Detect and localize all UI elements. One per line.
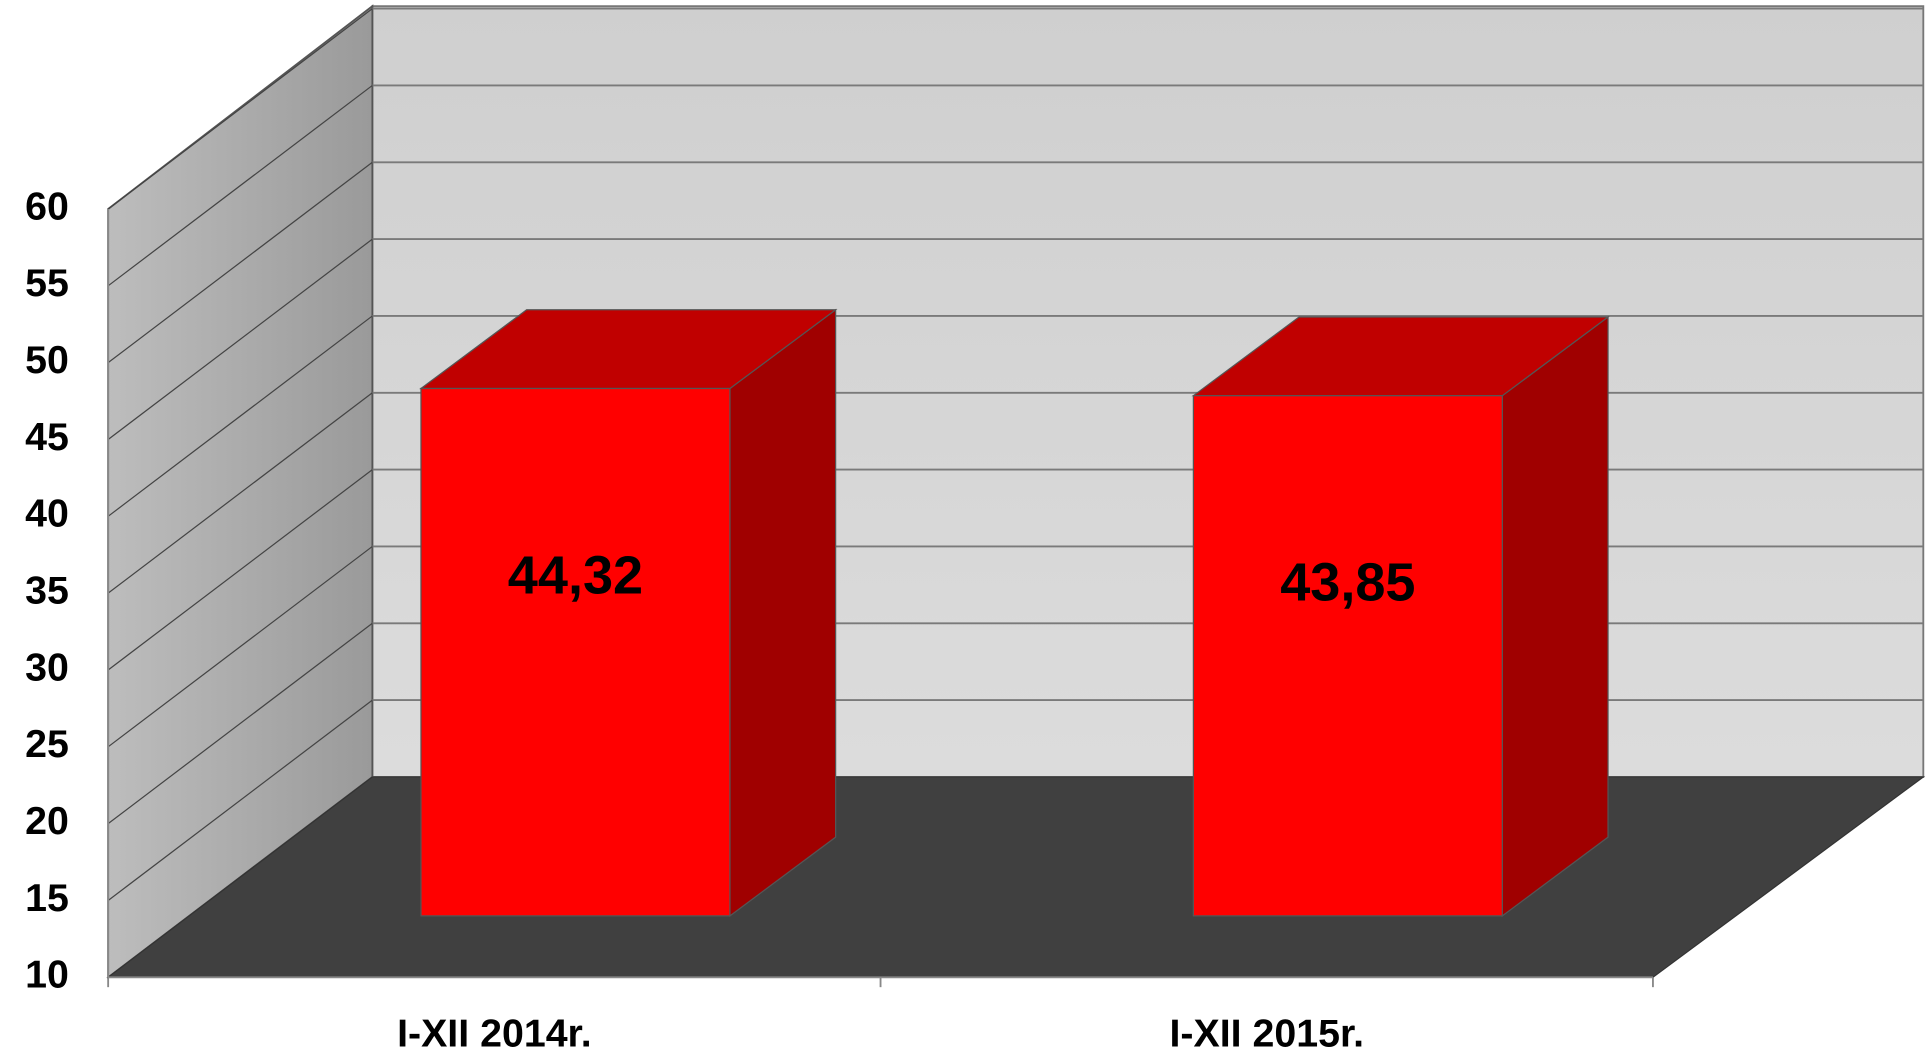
bar-side: [730, 310, 836, 916]
bar: [421, 388, 730, 915]
y-tick-label: 50: [25, 338, 69, 382]
y-tick-label: 25: [25, 722, 69, 766]
y-tick-label: 55: [25, 261, 69, 305]
y-tick-label: 45: [25, 415, 69, 459]
value-label: 43,85: [1280, 553, 1415, 613]
floor: [108, 777, 1923, 977]
x-tick-label: I-XII 2015r.: [1169, 1012, 1364, 1056]
y-tick-label: 35: [25, 569, 69, 613]
y-tick-label: 60: [25, 184, 69, 228]
y-tick-label: 15: [25, 876, 69, 920]
value-label: 44,32: [508, 545, 643, 605]
y-tick-label: 30: [25, 645, 69, 689]
bar: [1193, 396, 1502, 916]
y-tick-label: 20: [25, 799, 69, 843]
chart: 44,32 43,85 10 15 20 25 30 35 40 45 50 55 60 I-XII 2…: [0, 0, 1927, 1056]
y-tick-label: 10: [25, 953, 69, 997]
y-tick-label: 40: [25, 492, 69, 536]
bar-side: [1502, 317, 1608, 916]
x-tick-label: I-XII 2014r.: [397, 1012, 592, 1056]
